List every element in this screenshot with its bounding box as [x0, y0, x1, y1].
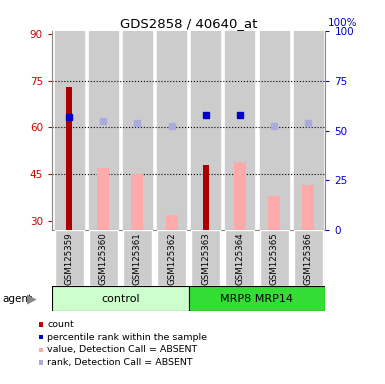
Bar — [225, 31, 254, 230]
Text: GSM125364: GSM125364 — [235, 232, 244, 285]
Text: rank, Detection Call = ABSENT: rank, Detection Call = ABSENT — [47, 358, 193, 367]
Bar — [302, 185, 314, 230]
FancyBboxPatch shape — [89, 230, 118, 286]
Bar — [268, 196, 280, 230]
Bar — [157, 31, 186, 230]
FancyBboxPatch shape — [52, 286, 189, 311]
FancyBboxPatch shape — [294, 230, 323, 286]
Text: count: count — [47, 320, 74, 329]
Text: GSM125360: GSM125360 — [99, 232, 108, 285]
Text: control: control — [101, 293, 140, 304]
Text: GSM125363: GSM125363 — [201, 232, 210, 285]
Bar — [123, 31, 152, 230]
Text: 100%: 100% — [328, 18, 358, 28]
Text: GSM125362: GSM125362 — [167, 232, 176, 285]
Text: GSM125361: GSM125361 — [133, 232, 142, 285]
Text: MRP8 MRP14: MRP8 MRP14 — [221, 293, 293, 304]
Bar — [66, 87, 72, 230]
Bar — [131, 174, 143, 230]
Bar — [294, 31, 323, 230]
Title: GDS2858 / 40640_at: GDS2858 / 40640_at — [120, 17, 257, 30]
FancyBboxPatch shape — [191, 230, 220, 286]
Text: agent: agent — [2, 294, 32, 304]
Text: GSM125359: GSM125359 — [65, 232, 74, 285]
Bar — [191, 31, 220, 230]
Text: percentile rank within the sample: percentile rank within the sample — [47, 333, 208, 342]
Text: GSM125365: GSM125365 — [270, 232, 279, 285]
Text: GSM125366: GSM125366 — [304, 232, 313, 285]
Bar — [166, 215, 177, 230]
FancyBboxPatch shape — [225, 230, 254, 286]
FancyBboxPatch shape — [55, 230, 84, 286]
Text: value, Detection Call = ABSENT: value, Detection Call = ABSENT — [47, 345, 198, 354]
Bar — [203, 165, 209, 230]
FancyBboxPatch shape — [123, 230, 152, 286]
Bar — [97, 168, 109, 230]
Bar — [55, 31, 84, 230]
FancyBboxPatch shape — [189, 286, 325, 311]
Text: ▶: ▶ — [27, 292, 36, 305]
FancyBboxPatch shape — [259, 230, 289, 286]
Bar — [234, 162, 246, 230]
FancyBboxPatch shape — [157, 230, 186, 286]
Bar — [259, 31, 289, 230]
Bar — [89, 31, 118, 230]
